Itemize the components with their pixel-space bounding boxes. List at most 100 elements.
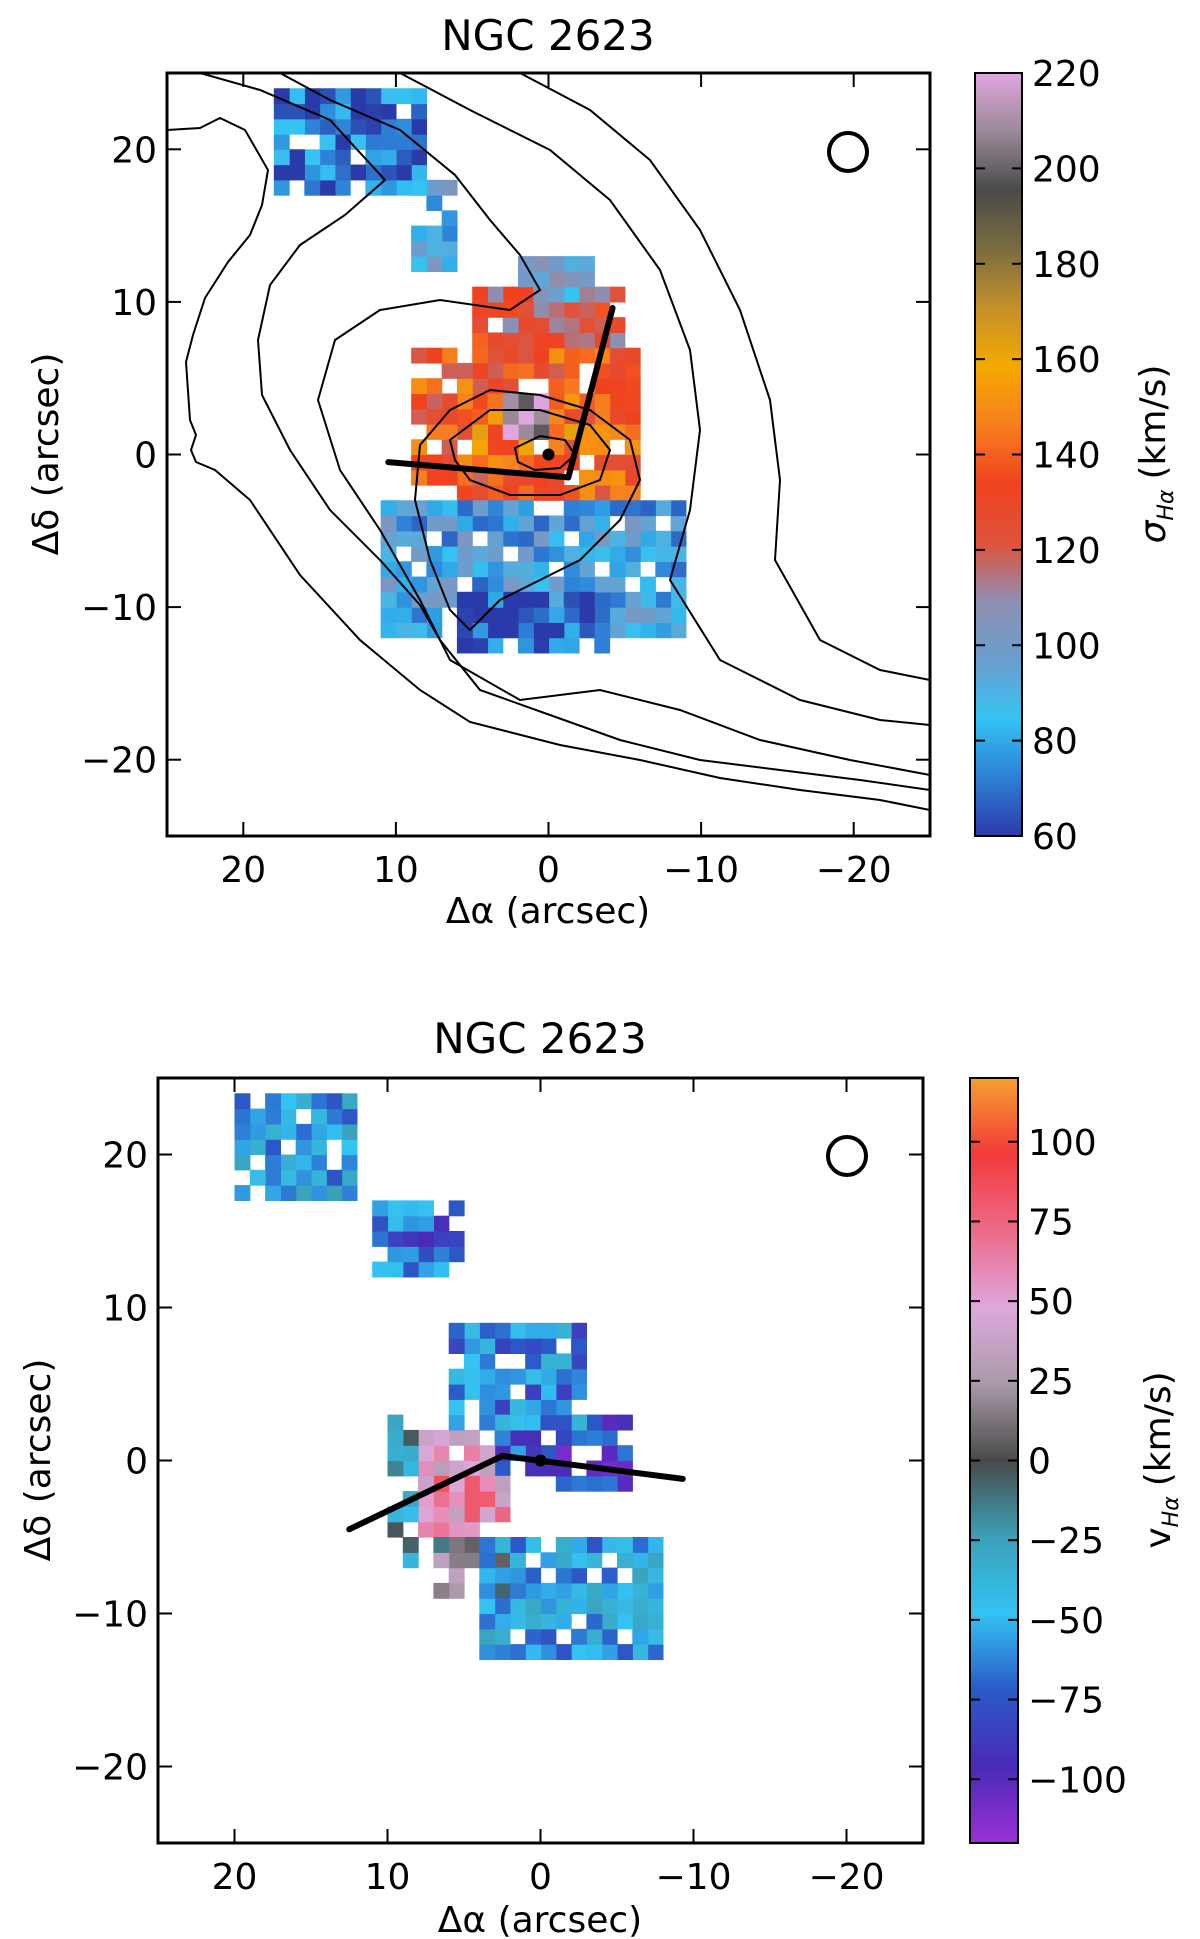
colorbar-tick-label: 25 xyxy=(1028,1362,1074,1403)
map-pixel xyxy=(655,530,672,547)
map-pixel xyxy=(563,347,580,364)
map-pixel xyxy=(479,1475,496,1492)
map-pixel xyxy=(555,1582,572,1599)
map-pixel xyxy=(640,591,656,608)
map-pixel xyxy=(479,1384,496,1400)
map-pixel xyxy=(395,607,412,623)
map-pixel xyxy=(533,271,550,288)
map-pixel xyxy=(433,1215,450,1232)
map-pixel xyxy=(273,103,290,120)
map-pixel xyxy=(341,1123,358,1140)
map-pixel xyxy=(540,1384,557,1400)
map-pixel xyxy=(472,439,489,456)
map-pixel xyxy=(579,439,595,456)
map-pixel xyxy=(502,485,519,501)
velocity-colorbar-ticks: −100 −75 −50 −25 0 25 50 75 100 xyxy=(970,1123,1127,1801)
map-pixel xyxy=(548,332,565,349)
map-pixel xyxy=(456,485,473,501)
map-pixel xyxy=(502,317,519,334)
map-pixel xyxy=(571,1322,587,1339)
map-pixel xyxy=(563,301,580,318)
map-pixel xyxy=(579,591,595,608)
map-pixel xyxy=(448,1322,465,1339)
contour-3 xyxy=(399,73,930,726)
map-pixel xyxy=(234,1108,251,1125)
map-pixel xyxy=(502,378,519,395)
map-pixel xyxy=(517,393,534,410)
map-pixel xyxy=(494,1322,511,1339)
x-tick-label: 0 xyxy=(537,850,560,891)
map-pixel xyxy=(456,515,473,532)
map-pixel xyxy=(334,134,351,150)
map-pixel xyxy=(249,1108,266,1125)
map-pixel xyxy=(517,332,534,349)
map-pixel xyxy=(548,515,565,532)
map-pixel xyxy=(350,134,366,150)
map-pixel xyxy=(487,622,504,639)
map-pixel xyxy=(234,1154,251,1171)
map-pixel xyxy=(411,515,428,532)
map-pixel xyxy=(579,286,595,303)
map-pixel xyxy=(601,1582,618,1599)
map-pixel xyxy=(517,454,534,471)
map-pixel xyxy=(304,118,321,135)
map-pixel xyxy=(555,1368,572,1385)
map-pixel xyxy=(647,1567,664,1584)
map-pixel xyxy=(640,607,656,623)
map-pixel xyxy=(594,301,611,318)
map-pixel xyxy=(311,1093,327,1110)
map-pixel xyxy=(418,1200,434,1217)
map-pixel xyxy=(509,1322,526,1339)
map-pixel xyxy=(411,347,428,364)
map-pixel xyxy=(609,286,626,303)
map-pixel xyxy=(280,1108,297,1125)
map-pixel xyxy=(487,439,504,456)
map-pixel xyxy=(586,1552,603,1569)
map-pixel xyxy=(502,362,519,379)
map-pixel xyxy=(617,1613,633,1630)
map-pixel xyxy=(487,500,504,517)
map-pixel xyxy=(441,393,458,410)
map-pixel xyxy=(365,149,382,166)
map-pixel xyxy=(517,546,534,562)
map-pixel xyxy=(555,1567,572,1584)
map-pixel xyxy=(655,607,672,623)
map-pixel xyxy=(548,622,565,639)
map-pixel xyxy=(647,1613,664,1630)
map-pixel xyxy=(249,1169,266,1186)
map-pixel xyxy=(464,1537,480,1553)
map-pixel xyxy=(509,1644,526,1660)
map-pixel xyxy=(525,1384,542,1400)
map-pixel xyxy=(472,454,489,471)
map-pixel xyxy=(411,546,428,562)
map-pixel xyxy=(380,149,397,166)
map-pixel xyxy=(479,1582,496,1599)
map-pixel xyxy=(609,469,626,486)
map-pixel xyxy=(448,1567,465,1584)
map-pixel xyxy=(372,1231,389,1247)
map-pixel xyxy=(555,1644,572,1660)
map-pixel xyxy=(234,1093,251,1110)
map-pixel xyxy=(670,515,687,532)
map-pixel xyxy=(525,1537,542,1553)
map-pixel xyxy=(548,591,565,608)
map-pixel xyxy=(540,1399,557,1416)
map-pixel xyxy=(479,1368,496,1385)
map-pixel xyxy=(571,1338,587,1354)
map-pixel xyxy=(387,1200,404,1217)
map-pixel xyxy=(433,1491,450,1507)
map-pixel xyxy=(548,347,565,364)
map-pixel xyxy=(517,408,534,425)
map-pixel xyxy=(433,1246,450,1263)
map-pixel xyxy=(448,1460,465,1477)
map-pixel xyxy=(548,576,565,593)
map-pixel xyxy=(609,607,626,623)
map-pixel xyxy=(334,164,351,181)
x-tick-label: −10 xyxy=(656,1857,732,1898)
map-pixel xyxy=(341,1093,358,1110)
map-pixel xyxy=(448,1200,465,1217)
map-pixel xyxy=(418,1506,434,1523)
contour-outer xyxy=(167,116,930,811)
map-pixel xyxy=(540,1414,557,1431)
map-pixel xyxy=(456,362,473,379)
